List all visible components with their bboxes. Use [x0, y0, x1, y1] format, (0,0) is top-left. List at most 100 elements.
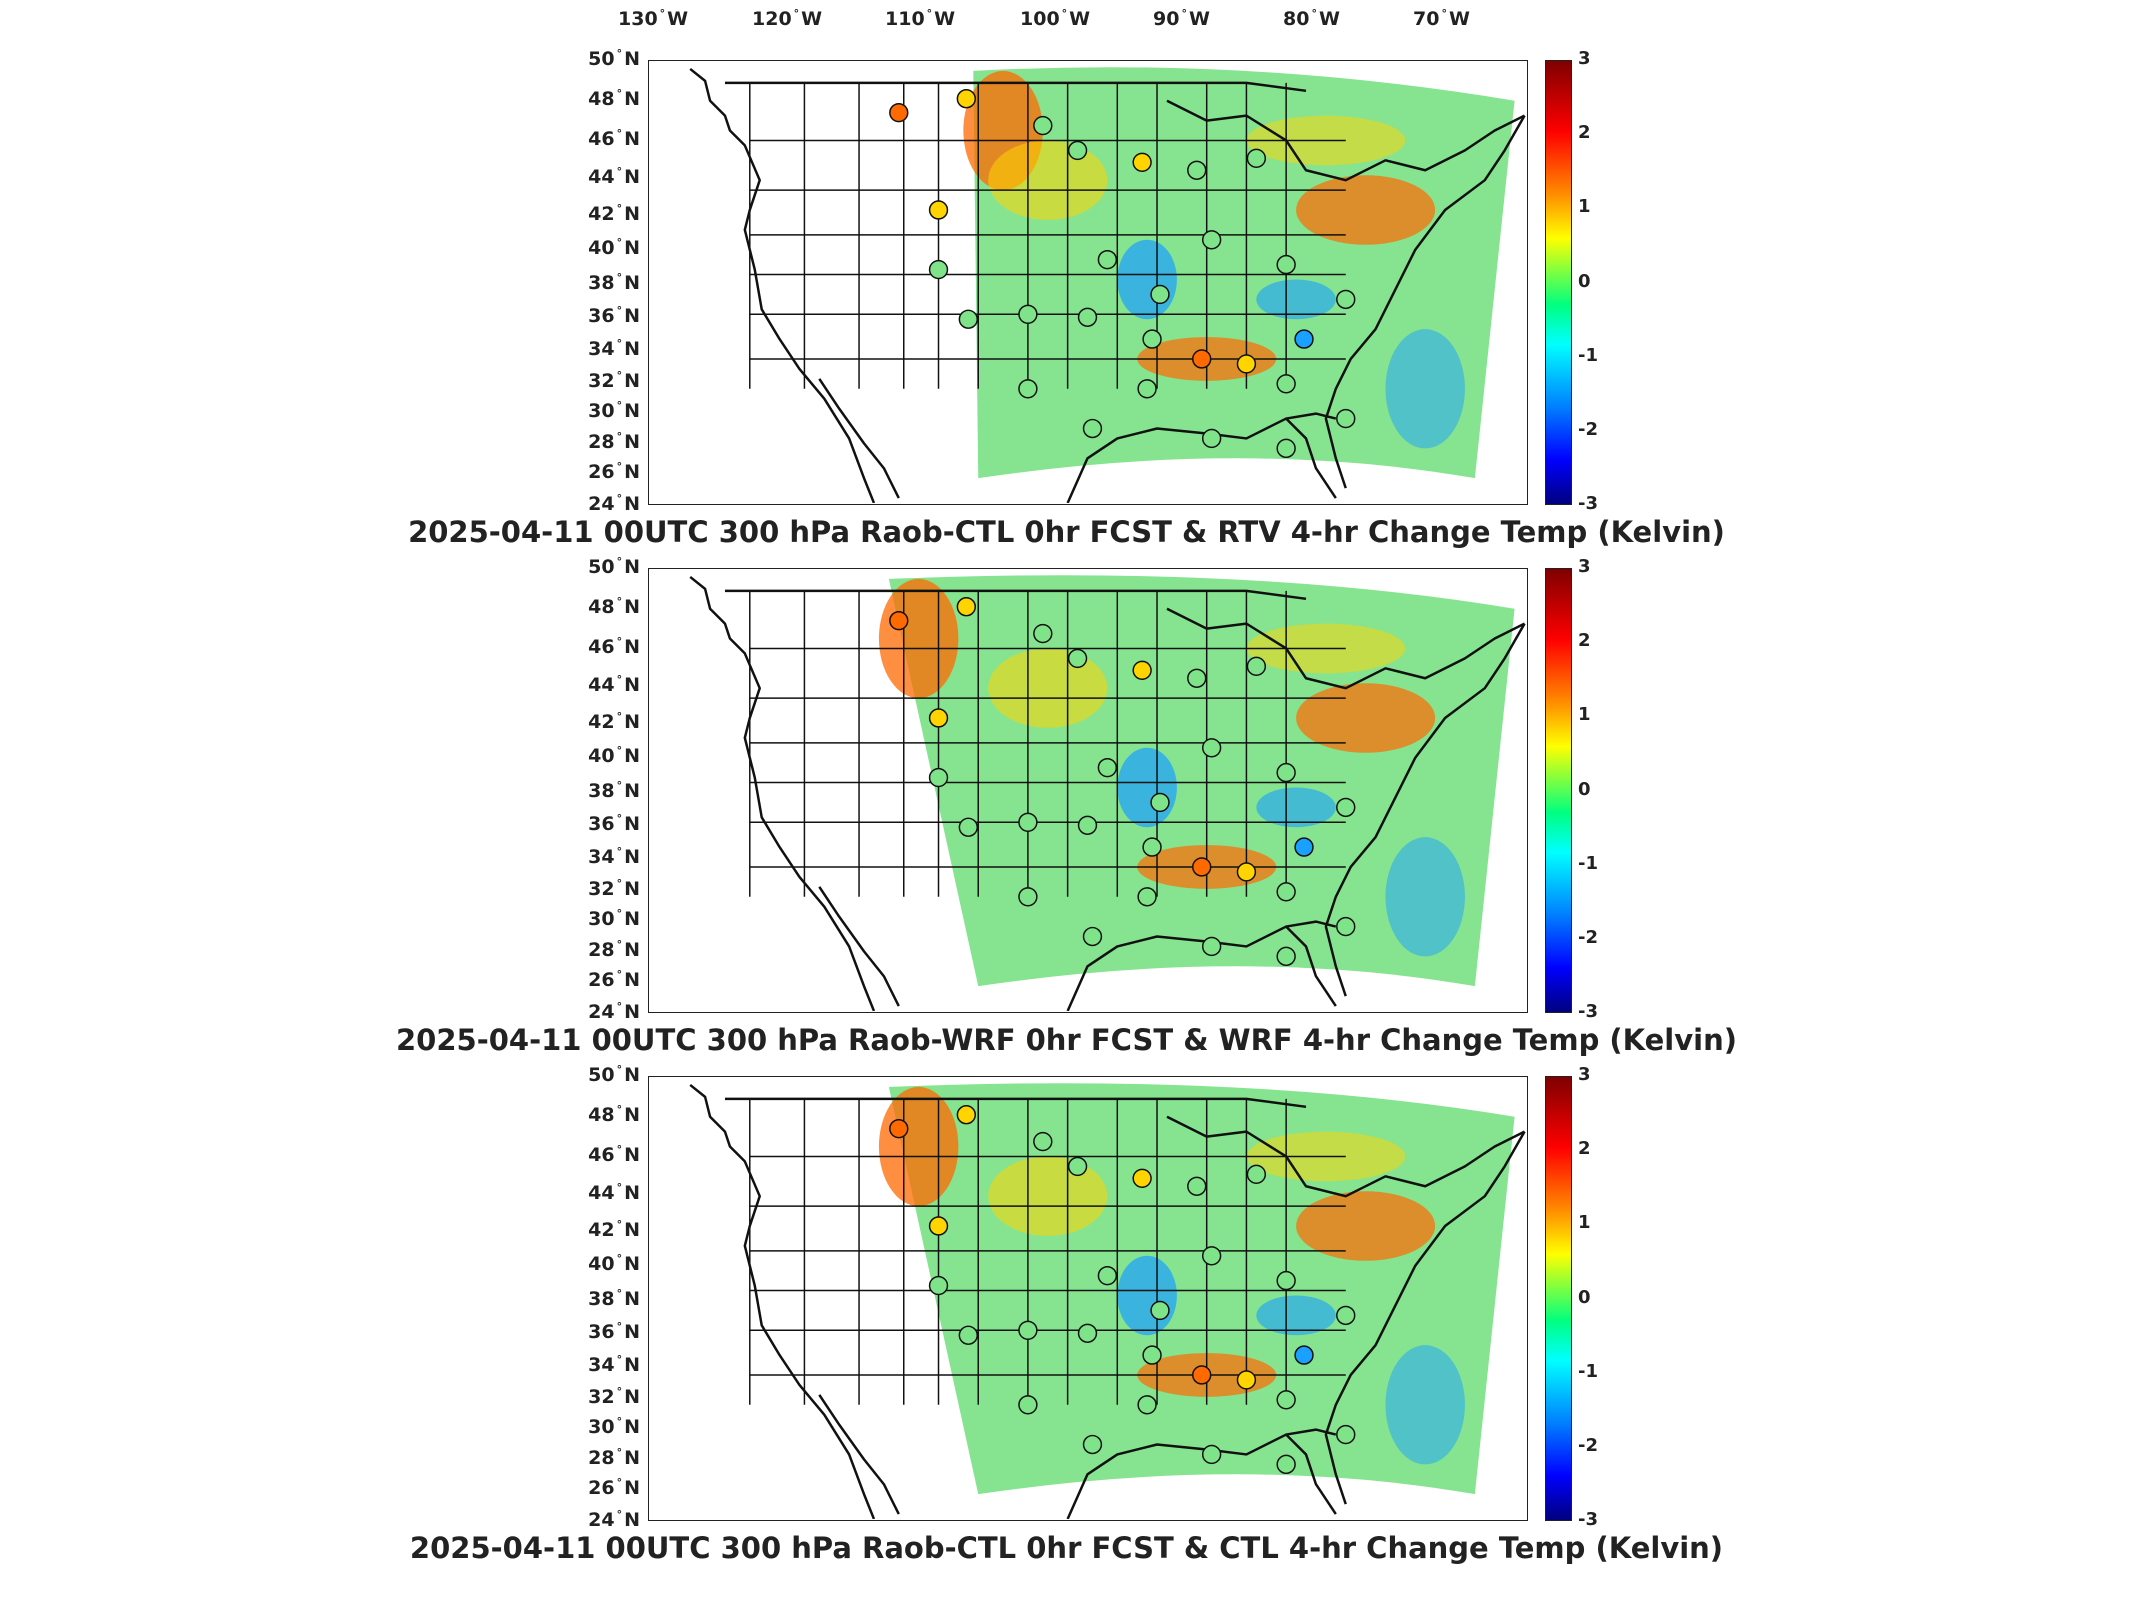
latitude-unit: N — [624, 813, 640, 835]
raob-station-marker — [1276, 254, 1296, 275]
field-anomaly-region — [1385, 837, 1465, 957]
latitude-label: 50 ° N — [570, 47, 640, 70]
longitude-label: 120 ° W — [752, 7, 823, 30]
longitude-unit: W — [667, 8, 689, 30]
raob-station-marker — [1276, 946, 1296, 967]
degree-symbol: ° — [616, 1446, 623, 1459]
degree-symbol: ° — [616, 87, 623, 100]
raob-station-marker — [1150, 792, 1170, 813]
longitude-label: 90 ° W — [1153, 7, 1210, 30]
latitude-unit: N — [624, 272, 640, 294]
latitude-value: 46 — [588, 128, 615, 150]
latitude-unit: N — [624, 400, 640, 422]
map-panel-1 — [648, 60, 1528, 505]
latitude-unit: N — [624, 745, 640, 767]
degree-symbol: ° — [1181, 7, 1187, 20]
raob-station-marker — [1192, 1365, 1212, 1385]
panel-title: 2025-04-11 00UTC 300 hPa Raob-CTL 0hr FC… — [408, 515, 1725, 549]
latitude-value: 46 — [588, 1144, 615, 1166]
latitude-unit: N — [624, 493, 640, 515]
latitude-unit: N — [624, 461, 640, 483]
longitude-unit: W — [1069, 8, 1091, 30]
degree-symbol: ° — [616, 369, 623, 382]
raob-station-marker — [1137, 887, 1157, 907]
latitude-value: 34 — [588, 1354, 615, 1376]
field-anomaly-region — [988, 648, 1108, 728]
latitude-label: 46 ° N — [570, 1143, 640, 1166]
latitude-label: 28 ° N — [570, 1446, 640, 1469]
raob-station-marker — [1142, 837, 1162, 857]
latitude-value: 24 — [588, 1509, 615, 1531]
latitude-label: 30 ° N — [570, 1415, 640, 1438]
latitude-label: 48 ° N — [570, 1103, 640, 1126]
latitude-label: 28 ° N — [570, 938, 640, 961]
latitude-label: 42 ° N — [570, 202, 640, 225]
latitude-label: 50 ° N — [570, 1063, 640, 1086]
latitude-unit: N — [624, 969, 640, 991]
latitude-unit: N — [624, 1386, 640, 1408]
latitude-label: 40 ° N — [570, 744, 640, 767]
latitude-unit: N — [624, 636, 640, 658]
longitude-value: 80 — [1283, 8, 1310, 30]
colorbar-tick-label: -3 — [1578, 493, 1598, 514]
degree-symbol: ° — [926, 7, 933, 20]
latitude-label: 30 ° N — [570, 399, 640, 422]
map-canvas — [689, 1083, 1526, 1519]
raob-station-marker — [928, 1216, 949, 1236]
latitude-value: 32 — [588, 878, 615, 900]
degree-symbol: ° — [1061, 7, 1068, 20]
map-canvas — [689, 67, 1526, 503]
degree-symbol: ° — [616, 1218, 623, 1231]
latitude-label: 34 ° N — [570, 1353, 640, 1376]
colorbar-tick-label: 2 — [1578, 122, 1591, 144]
latitude-label: 38 ° N — [570, 779, 640, 802]
raob-station-marker — [1201, 738, 1222, 758]
latitude-value: 48 — [588, 1104, 615, 1126]
latitude-label: 34 ° N — [570, 845, 640, 868]
map-panel-2 — [648, 568, 1528, 1013]
latitude-unit: N — [624, 846, 640, 868]
latitude-unit: N — [624, 48, 640, 70]
degree-symbol: ° — [616, 555, 623, 568]
latitude-value: 40 — [588, 1253, 615, 1275]
raob-station-marker — [1336, 408, 1356, 429]
latitude-unit: N — [624, 128, 640, 150]
latitude-unit: N — [624, 1447, 640, 1469]
raob-station-marker — [928, 1275, 949, 1296]
latitude-unit: N — [624, 1144, 640, 1166]
raob-station-marker — [1187, 1176, 1207, 1196]
latitude-value: 44 — [588, 674, 615, 696]
degree-symbol: ° — [616, 399, 623, 412]
field-anomaly-region — [1117, 747, 1177, 828]
latitude-label: 50 ° N — [570, 555, 640, 578]
longitude-unit: W — [801, 8, 823, 30]
raob-station-marker — [958, 1325, 978, 1345]
raob-station-marker — [1336, 289, 1356, 310]
degree-symbol: ° — [616, 779, 623, 792]
longitude-label: 130 ° W — [618, 7, 689, 30]
colorbar — [1545, 1076, 1572, 1521]
raob-station-marker — [1192, 857, 1212, 877]
degree-symbol: ° — [616, 127, 623, 140]
degree-symbol: ° — [616, 1103, 623, 1116]
field-anomaly-region — [988, 1156, 1108, 1236]
raob-station-marker — [1276, 1454, 1296, 1475]
latitude-label: 36 ° N — [570, 1320, 640, 1343]
latitude-value: 30 — [588, 1416, 615, 1438]
latitude-unit: N — [624, 780, 640, 802]
colorbar-tick-label: -3 — [1578, 1509, 1598, 1530]
field-anomaly-region — [1117, 1255, 1177, 1336]
degree-symbol: ° — [616, 492, 623, 505]
latitude-unit: N — [624, 1064, 640, 1086]
raob-station-marker — [1033, 1131, 1053, 1152]
field-anomaly-region — [1256, 279, 1336, 320]
latitude-unit: N — [624, 338, 640, 360]
raob-station-marker — [1336, 797, 1356, 818]
raob-station-marker — [1097, 757, 1118, 778]
raob-station-marker — [1336, 916, 1356, 937]
longitude-unit: W — [934, 8, 956, 30]
colorbar-tick-label: -2 — [1578, 926, 1598, 948]
latitude-unit: N — [624, 1354, 640, 1376]
degree-symbol: ° — [1441, 7, 1447, 20]
colorbar-tick-label: -1 — [1578, 1360, 1598, 1382]
